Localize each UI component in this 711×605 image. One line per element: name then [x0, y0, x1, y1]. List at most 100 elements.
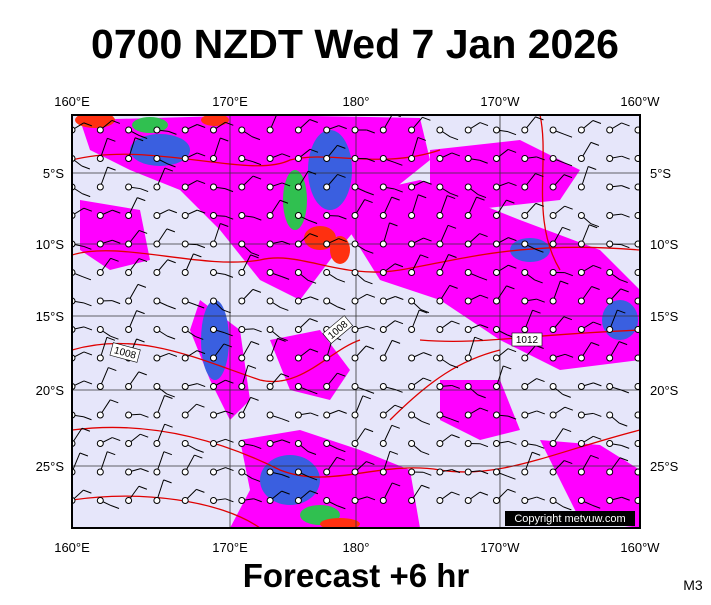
- station: [409, 213, 415, 219]
- longitude-label: 160°W: [620, 540, 660, 555]
- station: [324, 441, 330, 447]
- station: [154, 184, 160, 190]
- station: [97, 270, 103, 276]
- barb-feather: [650, 182, 658, 185]
- station: [154, 241, 160, 247]
- station: [126, 412, 132, 418]
- station: [550, 184, 556, 190]
- station: [409, 412, 415, 418]
- station: [522, 298, 528, 304]
- station: [295, 498, 301, 504]
- station: [126, 127, 132, 133]
- station: [182, 270, 188, 276]
- station: [324, 384, 330, 390]
- station: [295, 156, 301, 162]
- station: [182, 441, 188, 447]
- station: [380, 412, 386, 418]
- station: [494, 469, 500, 475]
- station: [126, 241, 132, 247]
- station: [550, 384, 556, 390]
- barb-feather: [645, 481, 653, 484]
- station: [352, 441, 358, 447]
- station: [182, 498, 188, 504]
- station: [267, 498, 273, 504]
- station: [295, 384, 301, 390]
- title: 0700 NZDT Wed 7 Jan 2026: [91, 21, 619, 67]
- station: [154, 127, 160, 133]
- station: [239, 498, 245, 504]
- copyright: Copyright metvuw.com: [514, 513, 625, 525]
- station: [239, 270, 245, 276]
- station: [239, 241, 245, 247]
- latitude-label: 10°S: [650, 237, 679, 252]
- station: [437, 412, 443, 418]
- station: [267, 412, 273, 418]
- station: [324, 270, 330, 276]
- station: [239, 327, 245, 333]
- station: [578, 127, 584, 133]
- station: [437, 441, 443, 447]
- station: [182, 355, 188, 361]
- station: [211, 241, 217, 247]
- station: [409, 441, 415, 447]
- station: [211, 184, 217, 190]
- station: [324, 498, 330, 504]
- station: [267, 184, 273, 190]
- station: [550, 213, 556, 219]
- station: [522, 355, 528, 361]
- station: [578, 298, 584, 304]
- station: [295, 355, 301, 361]
- station: [295, 270, 301, 276]
- station: [182, 412, 188, 418]
- station: [494, 127, 500, 133]
- barb-feather: [650, 213, 658, 216]
- longitude-label: 170°E: [212, 94, 248, 109]
- station: [154, 270, 160, 276]
- station: [409, 469, 415, 475]
- station: [126, 498, 132, 504]
- station: [409, 327, 415, 333]
- station: [126, 469, 132, 475]
- station: [578, 156, 584, 162]
- station: [437, 241, 443, 247]
- station: [578, 270, 584, 276]
- station: [295, 298, 301, 304]
- longitude-label: 160°E: [54, 540, 90, 555]
- station: [97, 355, 103, 361]
- station: [522, 498, 528, 504]
- station: [211, 412, 217, 418]
- station: [437, 384, 443, 390]
- station: [352, 412, 358, 418]
- station: [352, 355, 358, 361]
- station: [522, 241, 528, 247]
- barb-feather: [648, 252, 656, 255]
- station: [211, 156, 217, 162]
- station: [211, 441, 217, 447]
- station: [578, 384, 584, 390]
- station: [409, 384, 415, 390]
- station: [437, 156, 443, 162]
- station: [409, 241, 415, 247]
- station: [295, 127, 301, 133]
- station: [239, 384, 245, 390]
- station: [154, 412, 160, 418]
- station: [437, 469, 443, 475]
- longitude-label: 170°W: [480, 540, 520, 555]
- station: [578, 327, 584, 333]
- station: [550, 241, 556, 247]
- station: [182, 184, 188, 190]
- station: [154, 469, 160, 475]
- station: [494, 213, 500, 219]
- station: [324, 355, 330, 361]
- station: [239, 184, 245, 190]
- station: [352, 298, 358, 304]
- latitude-label: 5°S: [650, 166, 671, 181]
- station: [182, 384, 188, 390]
- station: [409, 127, 415, 133]
- station: [578, 213, 584, 219]
- latitude-label: 25°S: [650, 459, 679, 474]
- station: [578, 498, 584, 504]
- station: [154, 213, 160, 219]
- station: [465, 384, 471, 390]
- station: [522, 270, 528, 276]
